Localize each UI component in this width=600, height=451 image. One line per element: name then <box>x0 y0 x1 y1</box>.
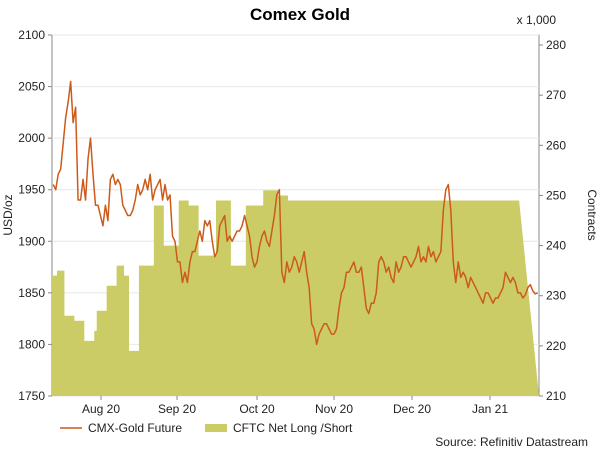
x-tick-label: Oct 20 <box>239 402 275 416</box>
gold-price-line <box>52 80 539 346</box>
x-tick-label: Sep 20 <box>158 402 196 416</box>
left-axis-ticks: 1750 1800 1850 1900 1950 2000 2050 2100 <box>18 28 52 403</box>
legend-label-cftc: CFTC Net Long /Short <box>233 421 353 435</box>
right-axis-label: Contracts <box>585 189 599 240</box>
left-tick-label: 1850 <box>18 286 45 300</box>
source-note: Source: Refinitiv Datastream <box>435 435 588 449</box>
right-tick-label: 250 <box>546 188 566 202</box>
x-axis-ticks: Aug 20 Sep 20 Oct 20 Nov 20 Dec 20 Jan 21 <box>82 396 508 416</box>
left-tick-label: 1900 <box>18 234 45 248</box>
x-tick-label: Jan 21 <box>472 402 508 416</box>
right-tick-label: 280 <box>546 38 566 52</box>
left-tick-label: 2000 <box>18 131 45 145</box>
left-tick-label: 1750 <box>18 389 45 403</box>
gold-line-series <box>52 80 539 346</box>
left-axis-label: USD/oz <box>1 194 15 235</box>
right-tick-label: 230 <box>546 289 566 303</box>
cftc-area <box>52 190 539 396</box>
legend-label-gold: CMX-Gold Future <box>88 421 182 435</box>
right-tick-label: 210 <box>546 389 566 403</box>
legend: CMX-Gold Future CFTC Net Long /Short <box>60 421 353 435</box>
left-tick-label: 1800 <box>18 337 45 351</box>
right-axis-ticks: 210 220 230 240 250 260 270 280 <box>539 38 566 403</box>
legend-area-swatch <box>205 424 227 432</box>
x-tick-label: Aug 20 <box>82 402 120 416</box>
cftc-area-series <box>52 190 539 396</box>
left-tick-label: 1950 <box>18 183 45 197</box>
left-tick-label: 2100 <box>18 28 45 42</box>
right-tick-label: 220 <box>546 339 566 353</box>
right-tick-label: 270 <box>546 88 566 102</box>
chart-title: Comex Gold <box>250 5 350 24</box>
right-tick-label: 260 <box>546 138 566 152</box>
right-axis-multiplier: x 1,000 <box>517 13 557 27</box>
x-tick-label: Dec 20 <box>393 402 431 416</box>
right-tick-label: 240 <box>546 239 566 253</box>
x-tick-label: Nov 20 <box>315 402 353 416</box>
left-tick-label: 2050 <box>18 80 45 94</box>
